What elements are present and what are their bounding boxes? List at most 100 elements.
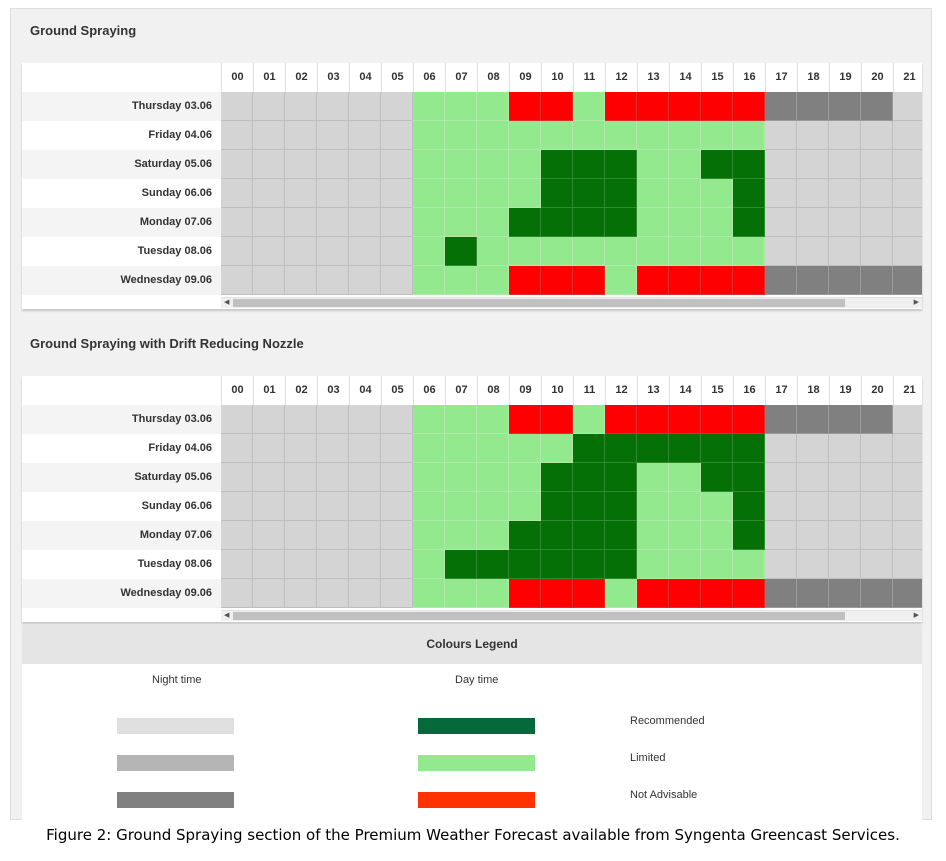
table-row: Sunday 06.06 bbox=[22, 492, 922, 521]
heatmap-cell-night bbox=[317, 405, 349, 434]
day-label: Tuesday 08.06 bbox=[137, 558, 212, 570]
legend-label: Limited bbox=[630, 752, 666, 764]
scroll-right-icon[interactable]: ▶ bbox=[913, 299, 919, 306]
heatmap-cell-limited bbox=[413, 405, 445, 434]
heatmap-cell-night bbox=[221, 579, 253, 608]
heatmap-cell-night bbox=[797, 208, 829, 237]
heatmap-cell-recommended bbox=[573, 521, 605, 550]
heatmap-cell-limited bbox=[541, 237, 573, 266]
heatmap-cell-recommended bbox=[733, 521, 765, 550]
heatmap-cell-recommended bbox=[733, 179, 765, 208]
heatmap-cell-night-dark bbox=[829, 405, 861, 434]
heatmap-cell-limited bbox=[669, 237, 701, 266]
heatmap-cell-night bbox=[349, 463, 381, 492]
hour-header-02: 02 bbox=[285, 376, 317, 405]
heatmap-cell-night bbox=[829, 492, 861, 521]
heatmap-cell-night bbox=[221, 266, 253, 295]
horizontal-scrollbar[interactable]: ◀ ▶ bbox=[221, 297, 922, 308]
scroll-right-icon[interactable]: ▶ bbox=[913, 612, 919, 619]
heatmap-cell-not-advisable bbox=[733, 92, 765, 121]
heatmap-cell-night bbox=[861, 550, 893, 579]
heatmap-cell-limited bbox=[605, 237, 637, 266]
heatmap-cell-night bbox=[861, 463, 893, 492]
heatmap-cell-recommended bbox=[733, 492, 765, 521]
heatmap-cell-night bbox=[861, 237, 893, 266]
heatmap-cell-night bbox=[285, 237, 317, 266]
heatmap-cell-night bbox=[381, 521, 413, 550]
heatmap-cell-limited bbox=[477, 150, 509, 179]
heatmap-cell-limited bbox=[413, 92, 445, 121]
heatmap-cell-limited bbox=[637, 521, 669, 550]
hour-header-03: 03 bbox=[317, 376, 349, 405]
hour-header-20: 20 bbox=[861, 376, 893, 405]
heatmap-cell-limited bbox=[477, 237, 509, 266]
legend-night-swatch bbox=[117, 792, 234, 808]
table-row: Saturday 05.06 bbox=[22, 150, 922, 179]
heatmap-cell-recommended bbox=[541, 463, 573, 492]
heatmap-cell-night bbox=[285, 208, 317, 237]
heatmap-cell-limited bbox=[573, 121, 605, 150]
heatmap-cell-night-dark bbox=[765, 266, 797, 295]
heatmap-cell-limited bbox=[669, 492, 701, 521]
legend-day-swatch bbox=[418, 792, 535, 808]
heatmap-cell-limited bbox=[637, 550, 669, 579]
heatmap-cell-not-advisable bbox=[509, 92, 541, 121]
heatmap-cell-night bbox=[285, 179, 317, 208]
table-row: Monday 07.06 bbox=[22, 208, 922, 237]
hour-header-12: 12 bbox=[605, 63, 637, 92]
heatmap-cell-limited bbox=[477, 208, 509, 237]
heatmap-cell-night bbox=[349, 550, 381, 579]
hour-header-21: 21 bbox=[893, 376, 922, 405]
heatmap-cell-limited bbox=[605, 121, 637, 150]
heatmap-cell-limited bbox=[477, 579, 509, 608]
heatmap-cell-night bbox=[893, 492, 922, 521]
heatmap-cell-limited bbox=[445, 579, 477, 608]
hour-header-13: 13 bbox=[637, 63, 669, 92]
heatmap-cell-night bbox=[317, 179, 349, 208]
hour-header-06: 06 bbox=[413, 376, 445, 405]
heatmap-cell-recommended bbox=[605, 434, 637, 463]
heatmap-cell-night bbox=[765, 150, 797, 179]
heatmap-cell-recommended bbox=[573, 179, 605, 208]
heatmap-cell-recommended bbox=[669, 434, 701, 463]
heatmap-cell-recommended bbox=[541, 550, 573, 579]
heatmap-cell-not-advisable bbox=[733, 266, 765, 295]
scroll-thumb[interactable] bbox=[233, 299, 845, 307]
scroll-left-icon[interactable]: ◀ bbox=[224, 612, 230, 619]
table-row: Friday 04.06 bbox=[22, 121, 922, 150]
hour-header-12: 12 bbox=[605, 376, 637, 405]
heatmap-cell-not-advisable bbox=[669, 579, 701, 608]
hour-header-05: 05 bbox=[381, 376, 413, 405]
heatmap-cell-not-advisable bbox=[541, 405, 573, 434]
heatmap-cell-night bbox=[221, 179, 253, 208]
heatmap-cell-night-dark bbox=[861, 579, 893, 608]
heatmap-cell-night bbox=[893, 434, 922, 463]
heatmap-cell-not-advisable bbox=[541, 579, 573, 608]
heatmap-cell-limited bbox=[445, 150, 477, 179]
day-label: Monday 07.06 bbox=[139, 529, 212, 541]
legend-day-swatch bbox=[418, 718, 535, 734]
day-label: Sunday 06.06 bbox=[141, 187, 212, 199]
heatmap-cell-recommended bbox=[733, 463, 765, 492]
table-row: Thursday 03.06 bbox=[22, 405, 922, 434]
heatmap-cell-not-advisable bbox=[733, 405, 765, 434]
heatmap-cell-night-dark bbox=[861, 92, 893, 121]
table-row: Tuesday 08.06 bbox=[22, 550, 922, 579]
horizontal-scrollbar[interactable]: ◀ ▶ bbox=[221, 610, 922, 621]
table-row: Sunday 06.06 bbox=[22, 179, 922, 208]
scroll-thumb[interactable] bbox=[233, 612, 845, 620]
heatmap-cell-recommended bbox=[605, 208, 637, 237]
heatmap-cell-night bbox=[285, 150, 317, 179]
heatmap-cell-night bbox=[349, 405, 381, 434]
heatmap-cell-night bbox=[829, 521, 861, 550]
heatmap-cell-limited bbox=[509, 434, 541, 463]
heatmap-cell-night bbox=[285, 521, 317, 550]
scroll-left-icon[interactable]: ◀ bbox=[224, 299, 230, 306]
heatmap-cell-night bbox=[381, 405, 413, 434]
heatmap-cell-not-advisable bbox=[637, 405, 669, 434]
heatmap-cell-night-dark bbox=[861, 405, 893, 434]
day-label: Sunday 06.06 bbox=[141, 500, 212, 512]
heatmap-cell-night-dark bbox=[765, 92, 797, 121]
heatmap-cell-limited bbox=[413, 579, 445, 608]
hour-header-14: 14 bbox=[669, 63, 701, 92]
